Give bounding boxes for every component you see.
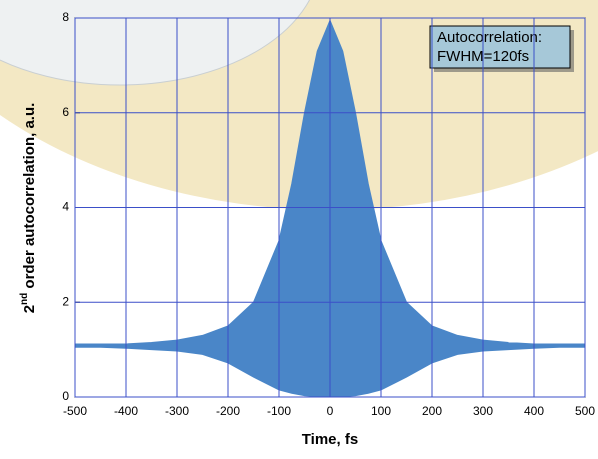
y-axis-label: 2nd order autocorrelation, a.u. [19, 103, 38, 314]
y-tick-label: 4 [62, 200, 69, 214]
x-tick-label: -300 [165, 404, 189, 418]
x-tick-label: 200 [422, 404, 442, 418]
y-tick-label: 8 [62, 10, 69, 24]
x-tick-label: 100 [371, 404, 391, 418]
x-tick-label: -500 [63, 404, 87, 418]
decor-arc [0, 0, 311, 86]
y-label-part: 2 [21, 305, 38, 313]
annotation: Autocorrelation: [437, 29, 542, 46]
annotation-box [429, 25, 571, 69]
y-tick-label: 6 [62, 105, 69, 119]
x-tick-label: -400 [114, 404, 138, 418]
y-tick-label: 0 [62, 389, 69, 403]
y-label-sup: nd [19, 293, 30, 305]
lower-envelope-area [74, 346, 586, 398]
x-tick-label: 500 [575, 404, 595, 418]
x-tick-label: 0 [327, 404, 334, 418]
y-label-part: order autocorrelation, a.u. [21, 103, 38, 293]
x-axis-label: Time, fs [302, 431, 358, 448]
y-tick-label: 2 [62, 294, 69, 308]
x-tick-label: -200 [216, 404, 240, 418]
x-tick-label: 300 [473, 404, 493, 418]
x-tick-label: -100 [267, 404, 291, 418]
x-tick-label: 400 [524, 404, 544, 418]
